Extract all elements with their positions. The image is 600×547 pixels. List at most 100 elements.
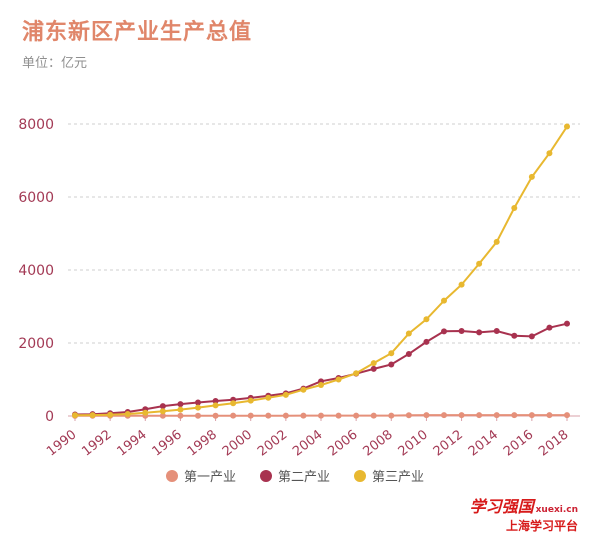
data-point (423, 338, 430, 345)
data-point (107, 411, 114, 418)
legend-label: 第三产业 (372, 470, 424, 485)
legend-label: 第一产业 (184, 470, 236, 485)
data-point (476, 412, 483, 419)
y-tick-label: 4000 (18, 263, 54, 279)
data-point (511, 204, 518, 211)
data-point (353, 412, 360, 419)
watermark-text: 学习强国 (469, 497, 534, 516)
data-point (423, 316, 430, 323)
data-point (212, 402, 219, 409)
data-point (405, 350, 412, 357)
data-point (300, 412, 307, 419)
data-point (335, 412, 342, 419)
x-tick-label: 1992 (79, 427, 114, 459)
y-tick-label: 8000 (18, 117, 54, 133)
data-point (388, 361, 395, 368)
series-line (74, 126, 568, 417)
x-axis: 1990 1992 1994 1996 1998 2000 2002 2004 2006 2008… (44, 415, 580, 460)
data-point (476, 329, 483, 336)
y-tick-label: 6000 (18, 190, 54, 206)
data-point (159, 412, 166, 419)
watermark-logo: 学习强国 xuexi.cn 上海学习平台 (469, 497, 578, 534)
chart-title: 浦东新区产业生产总值 (22, 20, 253, 45)
legend-marker (166, 470, 178, 482)
data-point (493, 327, 500, 334)
data-point (493, 238, 500, 245)
data-point (493, 412, 500, 419)
data-point (388, 350, 395, 357)
data-point (458, 412, 465, 419)
data-point (247, 412, 254, 419)
y-axis: 0 2000 4000 6000 8000 (18, 117, 54, 425)
data-point (72, 412, 78, 419)
data-point (300, 386, 307, 393)
data-point (124, 410, 131, 417)
data-point (370, 412, 377, 419)
data-point (370, 360, 377, 367)
data-point (265, 412, 272, 419)
data-point (388, 412, 395, 419)
data-point (441, 297, 447, 304)
data-point (230, 400, 237, 407)
x-tick-label: 2014 (466, 427, 501, 459)
data-point (159, 408, 166, 415)
grid-lines (68, 123, 580, 344)
series-2 (72, 320, 570, 418)
data-point (528, 333, 535, 340)
data-point (335, 376, 342, 383)
x-tick-label: 1994 (114, 427, 149, 459)
legend-label: 第二产业 (278, 470, 330, 485)
data-point (159, 403, 166, 410)
data-point (441, 412, 447, 419)
x-tick-label: 1990 (44, 427, 79, 459)
x-tick-label: 2006 (325, 427, 360, 459)
data-point (528, 173, 535, 180)
data-point (511, 412, 518, 419)
data-point (564, 320, 570, 327)
data-point (177, 406, 184, 413)
x-tick-label: 2016 (501, 427, 536, 459)
data-point (564, 123, 570, 130)
data-point (511, 332, 518, 339)
data-point (195, 399, 201, 406)
data-point (564, 412, 570, 419)
data-point (89, 412, 96, 419)
data-point (528, 412, 535, 419)
data-point (423, 412, 430, 419)
x-tick-label: 2002 (255, 427, 290, 459)
data-point (195, 404, 201, 411)
watermark-url: xuexi.cn (535, 505, 578, 515)
x-tick-label: 1996 (150, 427, 185, 459)
y-tick-label: 2000 (18, 336, 54, 352)
data-point (405, 412, 412, 419)
series-3 (72, 123, 570, 419)
x-tick-label: 2018 (536, 427, 571, 459)
series-group (72, 123, 570, 419)
data-point (370, 365, 377, 372)
data-point (353, 370, 360, 377)
legend-marker (260, 470, 272, 482)
data-point (441, 328, 447, 335)
watermark-subtitle: 上海学习平台 (505, 519, 578, 533)
data-point (230, 412, 237, 419)
data-point (546, 150, 553, 157)
data-point (476, 260, 483, 267)
x-tick-label: 2010 (396, 427, 431, 459)
legend-marker (354, 470, 366, 482)
data-point (405, 330, 412, 337)
data-point (458, 281, 465, 288)
x-tick-label: 2012 (431, 427, 466, 459)
data-point (318, 381, 324, 388)
data-point (212, 398, 219, 405)
data-point (142, 409, 149, 416)
data-point (546, 412, 553, 419)
data-point (282, 412, 289, 419)
data-point (177, 412, 184, 419)
x-tick-label: 2000 (220, 427, 255, 459)
chart-subtitle: 单位：亿元 (22, 56, 88, 71)
data-point (282, 391, 289, 398)
data-point (247, 397, 254, 404)
x-tick-label: 1998 (185, 427, 220, 459)
data-point (458, 327, 465, 334)
